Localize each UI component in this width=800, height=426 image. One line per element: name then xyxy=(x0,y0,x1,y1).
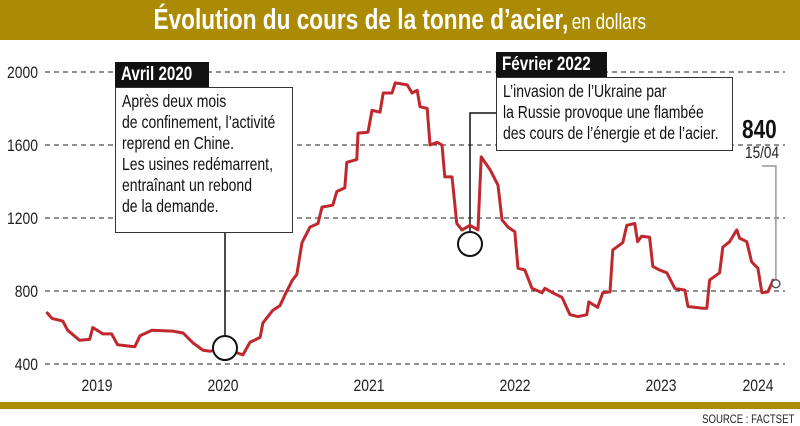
x-tick-label: 2019 xyxy=(82,377,113,396)
title-main: Évolution du cours de la tonne d’acier, xyxy=(153,4,569,36)
last-value-date: 15/04 xyxy=(745,143,780,162)
annotation-label-april-2020: Avril 2020 xyxy=(115,62,209,87)
y-tick-label: 1600 xyxy=(7,137,38,156)
x-tick-label: 2022 xyxy=(500,377,531,396)
x-tick-label: 2023 xyxy=(646,377,677,396)
last-value-label: 840 xyxy=(742,114,777,144)
last-value-marker xyxy=(771,278,781,289)
annotation-markers xyxy=(212,231,781,361)
marker-circle-february-2022 xyxy=(457,231,483,257)
annotation-box-february-2022: L’invasion de l’Ukraine par la Russie pr… xyxy=(496,77,733,151)
chart-title: Évolution du cours de la tonne d’acier, … xyxy=(0,4,800,37)
x-tick-label: 2020 xyxy=(208,377,239,396)
marker-circle-april-2020 xyxy=(212,335,238,361)
connector-last-value xyxy=(762,165,777,280)
source-credit: SOURCE : FACTSET xyxy=(701,412,794,426)
annotation-connectors xyxy=(224,112,777,336)
y-tick-labels: 400 800 1200 1600 2000 xyxy=(7,64,38,375)
annotation-label-february-2022: Février 2022 xyxy=(496,52,607,77)
connector-february-2022 xyxy=(469,112,496,232)
footer-bar xyxy=(0,402,800,409)
y-tick-label: 1200 xyxy=(7,210,38,229)
x-tick-label: 2021 xyxy=(354,377,385,396)
annotation-box-april-2020: Après deux mois de confinement, l’activi… xyxy=(115,87,293,233)
y-tick-label: 400 xyxy=(15,356,39,375)
x-tick-labels: 2019 2020 2021 2022 2023 2024 xyxy=(82,377,774,396)
header-bar xyxy=(0,0,800,40)
y-tick-label: 800 xyxy=(15,283,39,302)
title-subtitle: en dollars xyxy=(571,9,647,34)
y-tick-label: 2000 xyxy=(7,64,38,83)
x-tick-label: 2024 xyxy=(743,377,774,396)
